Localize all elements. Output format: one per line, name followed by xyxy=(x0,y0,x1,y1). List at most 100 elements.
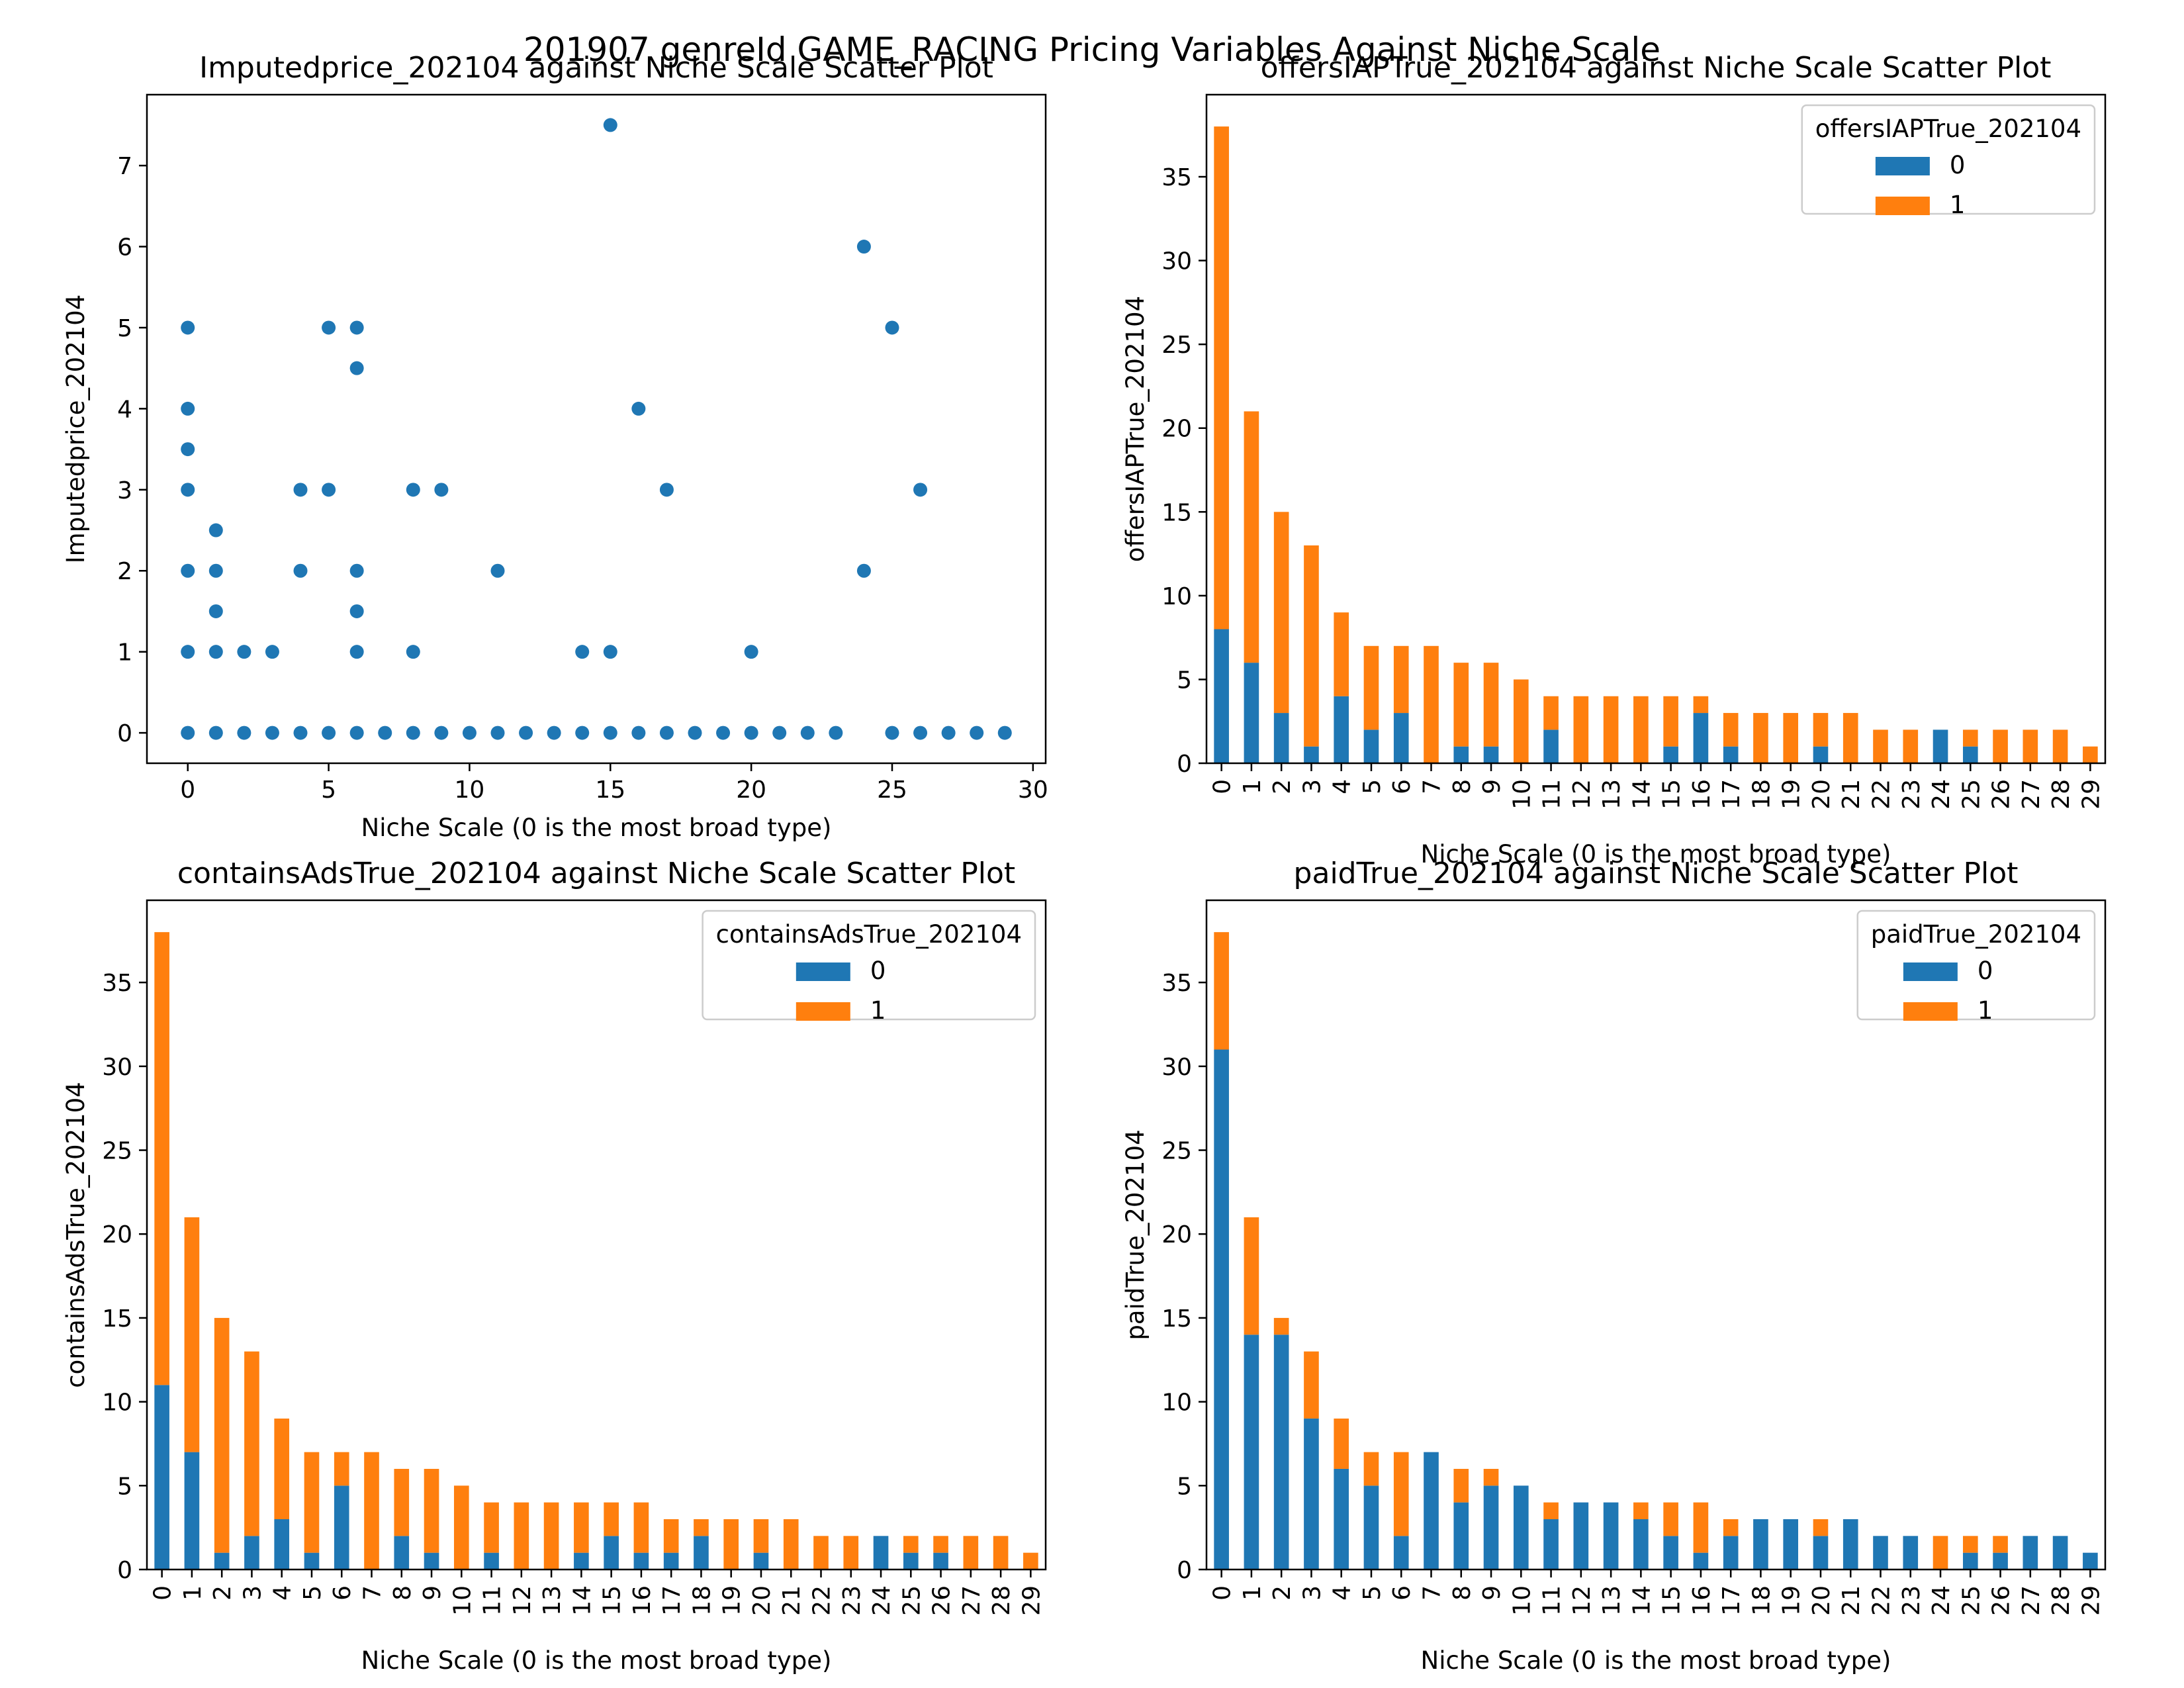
x-tick-label: 15 xyxy=(599,1585,626,1616)
x-tick-label: 13 xyxy=(539,1585,566,1616)
scatter-point xyxy=(772,726,787,740)
y-tick-label: 30 xyxy=(1161,1054,1192,1081)
bar-series-1 xyxy=(453,1485,469,1570)
bar-series-0 xyxy=(933,1552,948,1570)
bar-series-1 xyxy=(1483,663,1499,747)
scatter-point xyxy=(349,320,364,335)
x-tick-label: 1 xyxy=(1239,779,1266,794)
bar-series-0 xyxy=(1214,1049,1229,1570)
bar-series-1 xyxy=(184,1217,200,1452)
x-axis-label: Niche Scale (0 is the most broad type) xyxy=(361,814,832,842)
bar-series-1 xyxy=(1962,729,1978,747)
bar-series-1 xyxy=(1244,411,1259,663)
x-tick-label: 8 xyxy=(1449,779,1476,794)
x-tick-label: 23 xyxy=(1898,1585,1925,1616)
x-tick-label: 29 xyxy=(1018,1585,1045,1616)
bar-series-1 xyxy=(2083,746,2098,763)
y-tick-label: 35 xyxy=(102,970,132,997)
scatter-point xyxy=(181,320,195,335)
chart-2: containsAdsTrue_202104 against Niche Sca… xyxy=(62,857,1047,1675)
scatter-point xyxy=(208,523,223,538)
scatter-point xyxy=(800,726,815,740)
scatter-point xyxy=(349,645,364,659)
scatter-point xyxy=(349,361,364,375)
x-tick-label: 5 xyxy=(1359,1585,1386,1601)
x-tick-label: 30 xyxy=(1018,776,1048,804)
bar-series-1 xyxy=(813,1536,829,1570)
x-tick-label: 26 xyxy=(1988,1585,2015,1616)
scatter-point xyxy=(603,118,617,132)
x-tick-label: 21 xyxy=(778,1585,805,1616)
bar-series-1 xyxy=(1723,713,1739,747)
x-tick-label: 13 xyxy=(1598,1585,1625,1616)
y-tick-label: 25 xyxy=(1161,332,1192,359)
bar-series-0 xyxy=(1663,1536,1678,1570)
y-tick-label: 7 xyxy=(117,153,132,180)
x-tick-label: 16 xyxy=(629,1585,656,1616)
bar-series-1 xyxy=(1663,696,1678,747)
y-tick-label: 5 xyxy=(117,315,132,342)
scatter-point xyxy=(575,645,590,659)
x-tick-label: 15 xyxy=(595,776,625,804)
bar-series-1 xyxy=(1543,696,1559,730)
bar-series-1 xyxy=(993,1536,1009,1570)
x-tick-label: 7 xyxy=(1419,1585,1446,1601)
bar-series-0 xyxy=(1813,1536,1829,1570)
x-tick-label: 17 xyxy=(1718,1585,1745,1616)
scatter-point xyxy=(293,483,308,497)
scatter-point xyxy=(208,645,223,659)
y-tick-label: 15 xyxy=(102,1305,132,1333)
scatter-point xyxy=(490,726,505,740)
scatter-point xyxy=(181,726,195,740)
x-tick-label: 14 xyxy=(1628,779,1655,810)
y-tick-label: 20 xyxy=(1161,1221,1192,1248)
bar-series-1 xyxy=(2023,729,2038,763)
bar-series-1 xyxy=(1933,1536,1948,1570)
bar-series-1 xyxy=(1453,663,1469,747)
bar-series-0 xyxy=(604,1536,619,1570)
x-axis-label: Niche Scale (0 is the most broad type) xyxy=(361,1646,832,1675)
x-tick-label: 2 xyxy=(209,1585,236,1601)
bar-series-0 xyxy=(274,1519,290,1570)
x-tick-label: 19 xyxy=(1778,1585,1805,1616)
scatter-point xyxy=(913,483,928,497)
x-tick-label: 28 xyxy=(2048,1585,2075,1616)
scatter-point xyxy=(744,645,758,659)
bar-series-1 xyxy=(514,1502,529,1570)
bar-series-1 xyxy=(304,1452,320,1553)
bar-series-1 xyxy=(1903,729,1919,763)
bar-series-1 xyxy=(364,1452,379,1570)
bar-series-0 xyxy=(1273,713,1289,763)
bar-series-0 xyxy=(633,1552,649,1570)
bar-series-1 xyxy=(424,1468,439,1553)
bar-series-0 xyxy=(694,1536,709,1570)
y-tick-label: 0 xyxy=(1177,1557,1192,1584)
x-tick-label: 8 xyxy=(1449,1585,1476,1601)
x-tick-label: 11 xyxy=(1539,779,1566,810)
x-tick-label: 28 xyxy=(2048,779,2075,810)
bar-series-0 xyxy=(1753,1519,1768,1570)
x-tick-label: 5 xyxy=(1359,779,1386,794)
bar-series-1 xyxy=(1513,679,1529,763)
x-tick-label: 4 xyxy=(1329,1585,1356,1601)
x-tick-label: 12 xyxy=(1569,1585,1596,1616)
scatter-point xyxy=(997,726,1012,740)
bar-series-0 xyxy=(2023,1536,2038,1570)
y-tick-label: 35 xyxy=(1161,164,1192,191)
bar-series-1 xyxy=(2052,729,2068,763)
bar-series-1 xyxy=(1363,645,1379,730)
x-tick-label: 6 xyxy=(1388,779,1416,794)
x-tick-label: 10 xyxy=(455,776,485,804)
bar-series-1 xyxy=(1633,696,1649,763)
x-tick-label: 29 xyxy=(2077,1585,2105,1616)
x-tick-label: 23 xyxy=(1898,779,1925,810)
bar-series-0 xyxy=(1903,1536,1919,1570)
y-tick-label: 4 xyxy=(117,396,132,423)
legend-title: containsAdsTrue_202104 xyxy=(716,920,1022,949)
scatter-point xyxy=(603,726,617,740)
x-tick-label: 17 xyxy=(659,1585,686,1616)
y-tick-label: 5 xyxy=(117,1473,132,1500)
y-tick-label: 30 xyxy=(102,1054,132,1081)
scatter-point xyxy=(208,726,223,740)
x-tick-label: 29 xyxy=(2077,779,2105,810)
